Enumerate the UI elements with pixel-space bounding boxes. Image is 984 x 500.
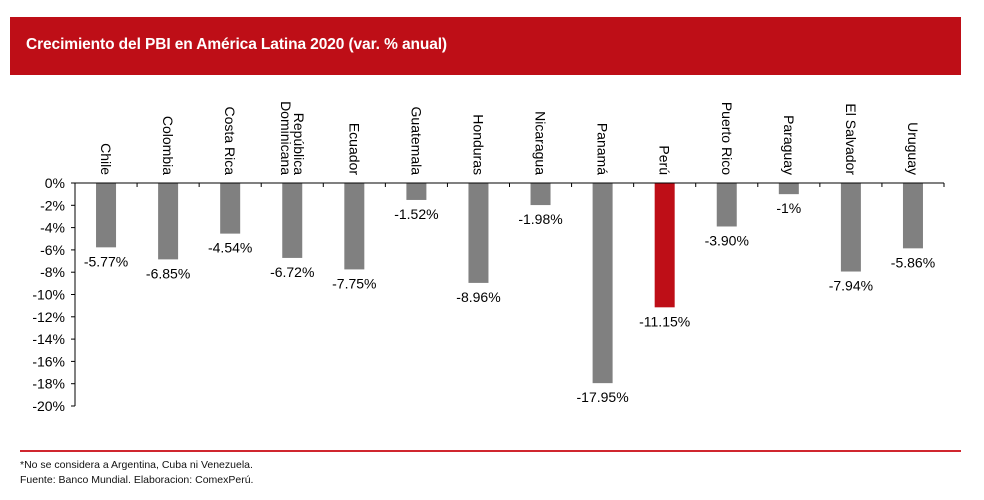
chart-title: Crecimiento del PBI en América Latina 20… [26,36,447,53]
category-label-line: Honduras [470,114,486,175]
data-label: -1.52% [394,206,438,222]
bar-república-dominicana [282,183,303,258]
category-labels: Chile Colombia Costa Rica RepúblicaDominica… [98,101,921,175]
bar-paraguay [778,183,799,195]
category-label: Costa Rica [222,107,238,176]
category-label-line: Costa Rica [222,107,238,176]
data-labels: -5.77% -6.85% -4.54% -6.72% -7.75% -1.52% -8.9… [84,200,935,405]
bar-honduras [468,183,489,283]
category-label-line: República [291,113,307,175]
category-label-line: Paraguay [781,115,797,175]
data-label: -6.85% [146,265,190,281]
y-axis: 0% -2% -4% -6% -8% -10% -12% -14% -16% -18% -20% [32,175,76,414]
category-label-line: El Salvador [843,103,859,175]
bars-group [96,183,923,384]
category-label-line: Guatemala [408,107,424,176]
y-tick-label: -8% [40,264,65,280]
category-label-line: Colombia [160,116,176,175]
bar-perú [654,183,675,308]
y-tick-label: -6% [40,242,65,258]
data-label: -5.86% [891,254,935,270]
data-label: -4.54% [208,240,252,256]
data-label: -6.72% [270,264,314,280]
footnote: *No se considera a Argentina, Cuba ni Ve… [20,459,253,471]
bar-costa-rica [220,183,241,234]
category-label-line: Panamá [595,123,611,175]
category-label: Nicaragua [533,111,549,175]
category-label: Honduras [470,114,486,175]
category-label: Panamá [595,123,611,175]
data-label: -5.77% [84,253,128,269]
y-tick-label: -10% [32,287,65,303]
data-label: -7.94% [829,278,873,294]
bar-uruguay [902,183,923,249]
data-label: -3.90% [705,232,749,248]
chart-header-bar [10,17,961,75]
y-tick-label: -14% [32,331,65,347]
bar-el-salvador [840,183,861,272]
category-label: Uruguay [905,122,921,175]
category-label: Puerto Rico [719,102,735,175]
category-label: Ecuador [346,123,362,175]
bar-puerto-rico [716,183,737,227]
bar-chile [96,183,117,248]
data-label: -17.95% [577,389,629,405]
category-label-line: Perú [657,145,673,175]
category-label-line: Puerto Rico [719,102,735,175]
category-label-line: Nicaragua [533,111,549,175]
category-label: El Salvador [843,103,859,175]
footer-divider [20,450,961,452]
y-tick-label: -18% [32,376,65,392]
category-label: Guatemala [408,107,424,176]
category-label-line: Chile [98,143,114,175]
y-tick-label: -20% [32,398,65,414]
data-label: -7.75% [332,275,376,291]
x-axis [74,182,945,187]
category-label-line: Dominicana [278,101,294,175]
y-tick-label: -16% [32,353,65,369]
bar-guatemala [406,183,427,200]
category-label: Chile [98,143,114,175]
data-label: -11.15% [639,313,690,329]
bar-ecuador [344,183,365,270]
category-label-line: Ecuador [346,123,362,175]
y-tick-label: -12% [32,309,65,325]
bar-nicaragua [530,183,551,206]
y-tick-label: 0% [45,175,65,191]
category-label: Paraguay [781,115,797,175]
bar-panamá [592,183,613,384]
source-note: Fuente: Banco Mundial. Elaboracion: Come… [20,474,254,486]
y-tick-label: -2% [40,197,65,213]
data-label: -8.96% [456,289,500,305]
data-label: -1% [776,200,801,216]
y-tick-label: -4% [40,220,65,236]
category-label: Perú [657,145,673,175]
data-label: -1.98% [518,211,562,227]
category-label: Colombia [160,116,176,175]
category-label-line: Uruguay [905,122,921,175]
bar-colombia [158,183,179,260]
